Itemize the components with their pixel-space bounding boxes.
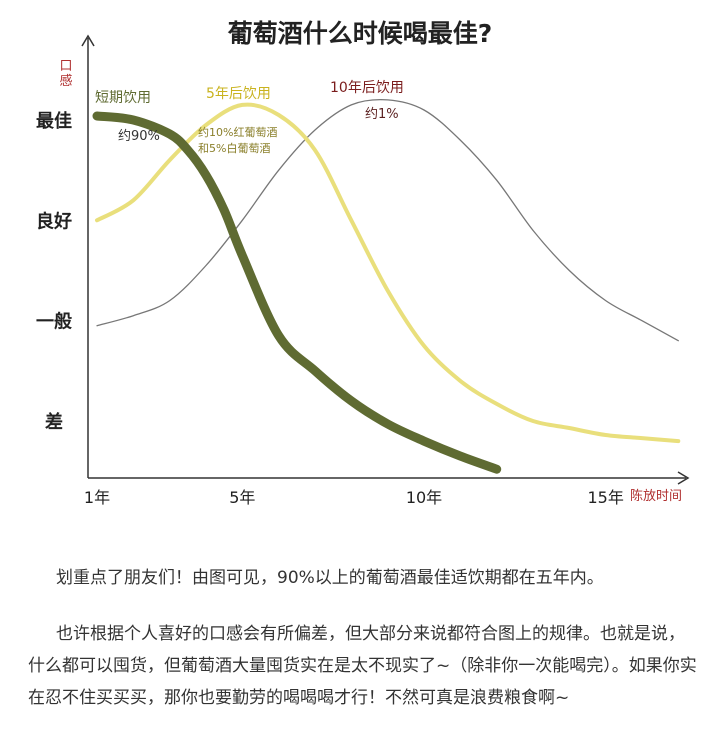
x-axis-arrow (677, 471, 690, 485)
y-axis-arrow (81, 34, 95, 47)
y-tick-label: 一般 (36, 311, 72, 333)
chart-title: 葡萄酒什么时候喝最佳? (227, 19, 493, 48)
y-axis-label-char: 口 (59, 59, 72, 74)
x-axis-label: 陈放时间 (630, 488, 682, 504)
series-name-label: 5年后饮用 (206, 86, 271, 102)
series-name-label: 10年后饮用 (330, 80, 404, 96)
x-tick-label: 5年 (229, 488, 255, 507)
x-tick-label: 10年 (406, 488, 442, 507)
series-annotation: 约90% (118, 129, 160, 144)
series-annotation: 和5%白葡萄酒 (198, 141, 270, 155)
caption-paragraph-1: 划重点了朋友们！由图可见，90%以上的葡萄酒最佳适饮期都在五年内。 (56, 568, 604, 588)
series-line-short-term (92, 111, 502, 474)
caption-paragraph-2: 也许根据个人喜好的口感会有所偏差，但大部分来说都符合图上的规律。也就是说，什么都… (28, 624, 697, 708)
series-line-10-years (96, 98, 679, 342)
y-tick-label: 良好 (36, 210, 72, 232)
y-tick-label: 最佳 (36, 110, 72, 132)
series-annotation: 约10%红葡萄酒 (198, 126, 277, 139)
series-line-5-years (95, 102, 681, 444)
y-axis-label-char: 感 (59, 73, 72, 89)
series-layer (92, 98, 681, 474)
y-tick-label: 差 (45, 411, 63, 433)
series-annotation: 约1% (365, 107, 399, 122)
x-tick-label: 15年 (587, 488, 623, 507)
series-name-label: 短期饮用 (95, 90, 151, 106)
x-tick-label: 1年 (84, 488, 110, 507)
